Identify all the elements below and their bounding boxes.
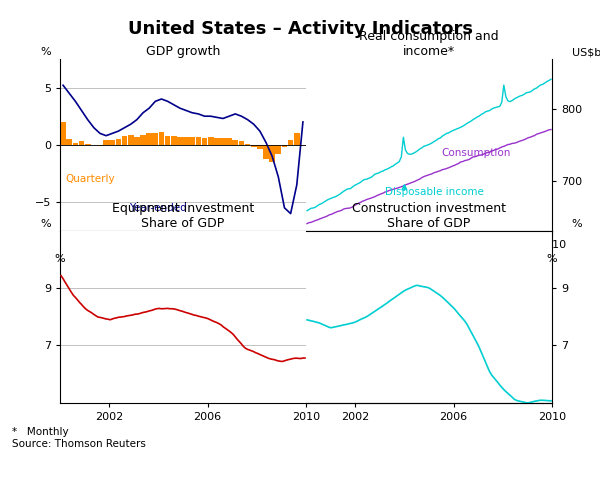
Bar — [171, 136, 176, 145]
Bar — [202, 138, 208, 145]
Bar — [134, 137, 140, 145]
Bar — [165, 136, 170, 145]
Bar — [196, 137, 201, 145]
Text: %: % — [40, 219, 51, 229]
Text: United States – Activity Indicators: United States – Activity Indicators — [128, 20, 473, 38]
Bar — [281, 145, 287, 147]
Text: Disposable income: Disposable income — [385, 187, 484, 197]
Bar — [245, 144, 250, 145]
Bar — [239, 141, 244, 145]
Bar — [152, 134, 158, 145]
Bar — [183, 137, 189, 145]
Title: Equipment investment
Share of GDP: Equipment investment Share of GDP — [112, 202, 254, 230]
Text: Quarterly: Quarterly — [65, 173, 115, 184]
Text: Year-ended: Year-ended — [129, 203, 187, 213]
Bar — [122, 136, 127, 145]
Text: %: % — [547, 254, 557, 264]
Text: *   Monthly
Source: Thomson Reuters: * Monthly Source: Thomson Reuters — [12, 427, 146, 449]
Bar — [140, 135, 146, 145]
Text: %: % — [572, 219, 583, 229]
Bar — [232, 140, 238, 145]
Bar — [288, 140, 293, 145]
Bar — [177, 137, 183, 145]
Text: %: % — [55, 254, 65, 264]
Bar — [294, 134, 299, 145]
Bar — [251, 145, 257, 147]
Bar — [128, 135, 134, 145]
Bar — [257, 145, 263, 149]
Bar — [269, 145, 275, 162]
Bar — [116, 139, 121, 145]
Bar — [275, 145, 281, 154]
Text: Consumption: Consumption — [442, 148, 511, 158]
Bar — [103, 140, 109, 145]
Text: %: % — [40, 47, 51, 57]
Bar — [226, 138, 232, 145]
Bar — [109, 140, 115, 145]
Title: Construction investment
Share of GDP: Construction investment Share of GDP — [352, 202, 506, 230]
Bar — [85, 144, 91, 145]
Bar — [67, 139, 72, 145]
Bar — [208, 137, 214, 145]
Bar — [220, 138, 226, 145]
Bar — [97, 145, 103, 146]
Title: GDP growth: GDP growth — [146, 45, 220, 58]
Bar — [214, 138, 220, 145]
Title: Real consumption and
income*: Real consumption and income* — [359, 30, 499, 58]
Bar — [73, 142, 78, 145]
Bar — [158, 132, 164, 145]
Text: US$b: US$b — [572, 47, 600, 57]
Bar — [60, 122, 66, 145]
Bar — [79, 141, 85, 145]
Bar — [190, 137, 195, 145]
Bar — [263, 145, 269, 159]
Bar — [146, 134, 152, 145]
